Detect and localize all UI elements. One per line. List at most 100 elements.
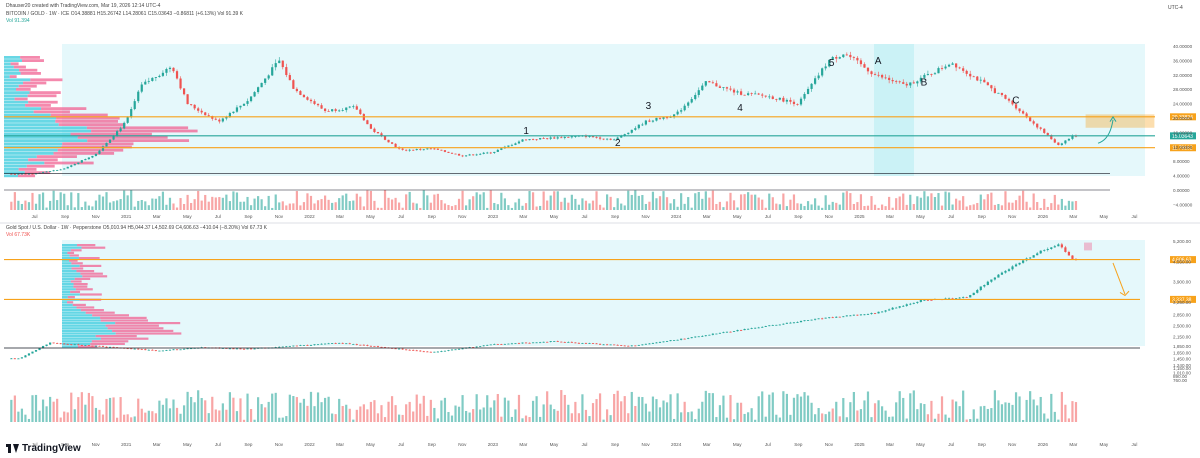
volume-bar (80, 392, 83, 422)
candle-body (112, 346, 115, 348)
x-axis-tick-label: May (183, 442, 192, 447)
volume-bar (1036, 405, 1039, 422)
volume-profile-bar (62, 251, 68, 254)
candle-body (732, 89, 736, 93)
volume-bar (348, 201, 351, 210)
volume-bar (401, 207, 404, 210)
volume-bar (345, 404, 348, 422)
volume-bar (912, 204, 915, 210)
candle-body (175, 71, 179, 79)
volume-bar (817, 408, 820, 422)
volume-bar (193, 402, 196, 422)
volume-bar (70, 192, 73, 210)
candle-body (137, 348, 140, 350)
volume-bar (803, 206, 806, 210)
candle-body (933, 73, 937, 75)
volume-bar (630, 194, 633, 210)
volume-profile-bar (62, 264, 80, 267)
volume-bar (115, 417, 119, 422)
volume-bar (634, 190, 637, 210)
gold-usd-chart[interactable]: 3,337.38 4,606.63 5,200.00 4,550.00 3,900.00… (0, 222, 1200, 447)
volume-bar (634, 405, 637, 422)
candle-body (962, 297, 965, 298)
x-axis-tick-label: Jul (398, 442, 404, 447)
range-fill (62, 44, 1145, 176)
volume-profile-bar (4, 161, 45, 165)
candle-body (190, 104, 193, 105)
volume-bar (214, 409, 217, 422)
volume-profile-bar (62, 337, 101, 340)
y-axis-tick-label: 2,850.00 (1173, 313, 1191, 318)
volume-bar (852, 391, 855, 422)
volume-bar (895, 402, 898, 422)
candle-body (292, 345, 295, 347)
volume-bar (225, 409, 228, 422)
volume-bar (408, 191, 411, 210)
candle-body (940, 68, 944, 69)
candle-body (493, 151, 496, 153)
candle-body (87, 345, 90, 346)
volume-bar (1067, 200, 1071, 210)
volume-bar (778, 417, 781, 422)
volume-profile-bar (74, 277, 91, 280)
volume-profile-bar (105, 324, 159, 327)
volume-bar (856, 410, 859, 422)
volume-bar (359, 196, 362, 210)
candle-body (771, 325, 774, 326)
candle-body (17, 173, 20, 175)
volume-bar (376, 207, 380, 210)
candle-body (563, 137, 566, 138)
candle-body (955, 298, 958, 300)
candle-body (309, 99, 313, 102)
volume-bar (426, 195, 429, 210)
y-axis-tick-label: 0.00000 (1173, 188, 1190, 193)
candle-body (747, 328, 750, 330)
volume-bar (1018, 396, 1021, 422)
candle-body (514, 343, 517, 345)
candle-body (52, 170, 55, 172)
candle-body (1046, 248, 1049, 250)
candle-body (620, 345, 623, 347)
volume-bar (965, 206, 968, 210)
candle-body (665, 117, 669, 119)
volume-profile-bar (4, 145, 62, 149)
volume-bar (398, 414, 401, 422)
candle-body (274, 63, 277, 68)
candle-body (912, 302, 915, 304)
bitcoin-gold-chart[interactable]: 20.3382411.7916215.0364340.0000036.00000… (0, 0, 1200, 225)
volume-bar (380, 405, 383, 422)
candle-body (824, 66, 827, 69)
x-axis-tick-label: Sep (61, 214, 70, 219)
volume-bar (390, 199, 394, 210)
candle-body (919, 77, 922, 82)
volume-bar (951, 204, 954, 210)
candle-body (627, 132, 630, 135)
x-axis-tick-label: Jul (765, 214, 771, 219)
candle-body (768, 96, 771, 98)
volume-bar (535, 396, 538, 422)
volume-bar (655, 399, 658, 422)
volume-bar (1039, 396, 1042, 422)
volume-bar (299, 402, 302, 422)
x-axis-tick-label: 2024 (671, 442, 682, 447)
volume-bar (535, 206, 538, 210)
volume-bar (986, 408, 989, 422)
volume-bar (313, 203, 316, 210)
candle-body (972, 76, 975, 78)
volume-bar (341, 195, 344, 210)
candle-body (115, 131, 119, 136)
volume-bar (648, 201, 651, 210)
volume-bar (694, 193, 697, 210)
volume-profile-bar (4, 142, 63, 146)
candle-body (729, 88, 732, 90)
candle-body (764, 325, 767, 327)
candle-body (457, 348, 461, 350)
candle-body (415, 149, 418, 151)
candle-body (59, 169, 62, 171)
volume-bar (133, 416, 136, 422)
candle-body (271, 67, 274, 76)
volume-bar (768, 394, 771, 422)
volume-profile-bar (30, 78, 63, 82)
volume-bar (323, 195, 327, 210)
candle-body (38, 348, 41, 351)
